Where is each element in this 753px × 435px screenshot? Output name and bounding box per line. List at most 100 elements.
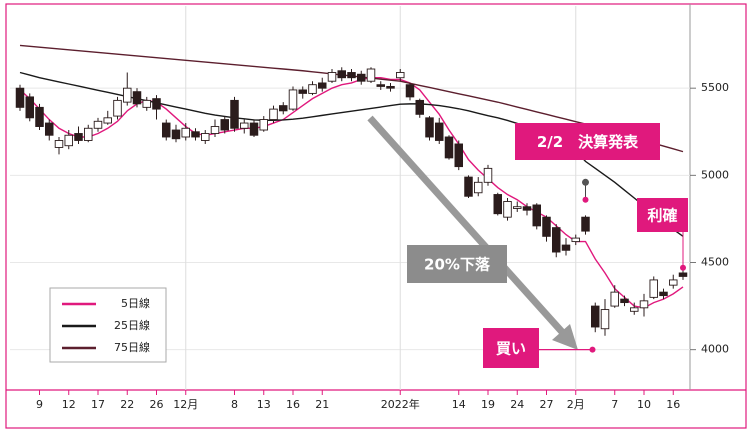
- candle-body: [669, 279, 678, 286]
- candle-body: [415, 99, 425, 115]
- candle-body: [571, 237, 581, 243]
- candle-body: [113, 99, 122, 117]
- candle-body: [249, 122, 259, 136]
- candle-body: [405, 84, 415, 98]
- annotation-text: 利確: [647, 207, 677, 225]
- candle-body: [659, 291, 668, 297]
- annotation-text: 2/2 決算発表: [537, 133, 639, 151]
- candle-body: [54, 140, 64, 148]
- candle-body: [64, 134, 73, 147]
- x-tick-label: 27: [540, 398, 554, 411]
- candle-body: [45, 122, 54, 136]
- x-tick-label: 22: [120, 398, 134, 411]
- candle-body: [435, 122, 444, 141]
- x-tick-label: 2022年: [381, 397, 420, 411]
- x-tick-label: 14: [452, 398, 466, 411]
- candle-body: [35, 106, 44, 127]
- candle-body: [386, 85, 395, 89]
- candle-body: [337, 70, 347, 79]
- legend-label: 75日線: [114, 340, 150, 354]
- annotation-box: [483, 328, 539, 368]
- candle-body: [74, 133, 83, 141]
- candle-body: [152, 98, 161, 110]
- annotation-box: [637, 198, 688, 232]
- x-tick-label: 13: [257, 398, 271, 411]
- candle-body: [318, 82, 327, 89]
- candle-body: [347, 72, 356, 79]
- candle-body: [454, 143, 464, 168]
- candle-body: [649, 279, 659, 298]
- candle-body: [503, 201, 512, 218]
- x-tick-label: 24: [510, 398, 524, 411]
- candle-body: [522, 206, 532, 211]
- candle-body: [366, 68, 376, 82]
- earnings-dot: [582, 196, 589, 203]
- trend-arrowhead: [552, 324, 578, 350]
- x-tick-label: 12: [62, 398, 76, 411]
- candle-body: [552, 227, 561, 253]
- candle-body: [542, 216, 551, 237]
- y-tick-label: 5500: [701, 81, 729, 94]
- x-tick-label: 21: [315, 398, 329, 411]
- candle-body: [239, 122, 249, 129]
- candle-body: [357, 73, 366, 82]
- candle-body: [464, 176, 473, 197]
- annotation-box: [407, 245, 507, 283]
- profit-dot: [680, 264, 686, 271]
- candle-body: [474, 181, 483, 194]
- y-tick-label: 4000: [701, 343, 729, 356]
- candle-body: [639, 300, 649, 309]
- candle-body: [600, 309, 610, 330]
- candle-body: [15, 87, 25, 108]
- candle-body: [210, 126, 220, 134]
- x-tick-label: 17: [91, 398, 105, 411]
- candle-body: [103, 117, 112, 124]
- candle-body: [425, 117, 434, 138]
- candle-body: [288, 89, 298, 110]
- candle-body: [581, 216, 590, 232]
- candle-body: [483, 167, 493, 183]
- x-tick-label: 19: [481, 398, 495, 411]
- x-tick-label: 12月: [173, 398, 198, 411]
- legend-label: 25日線: [114, 318, 150, 332]
- x-tick-label: 8: [231, 398, 238, 411]
- candle-body: [132, 91, 142, 105]
- candle-body: [591, 305, 600, 328]
- candle-body: [259, 119, 269, 131]
- annotation-text: 20%下落: [424, 256, 491, 274]
- x-tick-label: 2月: [567, 398, 585, 411]
- x-tick-label: 9: [36, 398, 43, 411]
- candle-body: [308, 84, 317, 94]
- y-tick-label: 5000: [701, 168, 729, 181]
- x-tick-label: 10: [637, 398, 651, 411]
- candle-body: [444, 136, 454, 159]
- legend-label: 5日線: [121, 296, 150, 310]
- annotation-text: 買い: [496, 340, 526, 358]
- earnings-dot: [582, 178, 589, 186]
- trend-arrow: [367, 115, 566, 336]
- candle-body: [122, 87, 132, 103]
- candle-body: [171, 129, 181, 140]
- annotation-box: [515, 123, 660, 160]
- candle-body: [678, 272, 688, 277]
- x-tick-label: 7: [611, 398, 618, 411]
- candle-body: [93, 120, 103, 129]
- candle-body: [220, 119, 229, 131]
- candle-body: [513, 206, 522, 209]
- candle-body: [561, 244, 571, 251]
- x-tick-label: 16: [666, 398, 680, 411]
- candle-body: [610, 291, 620, 307]
- candle-body: [230, 99, 239, 129]
- candle-body: [269, 108, 278, 121]
- candle-body: [376, 84, 386, 87]
- candle-body: [142, 99, 151, 108]
- candle-body: [327, 72, 337, 82]
- candle-body: [620, 298, 629, 304]
- x-tick-label: 16: [286, 398, 300, 411]
- candle-body: [298, 89, 308, 94]
- candle-body: [200, 133, 210, 141]
- candle-body: [396, 72, 405, 79]
- candle-body: [191, 131, 200, 138]
- candle-body: [493, 194, 503, 215]
